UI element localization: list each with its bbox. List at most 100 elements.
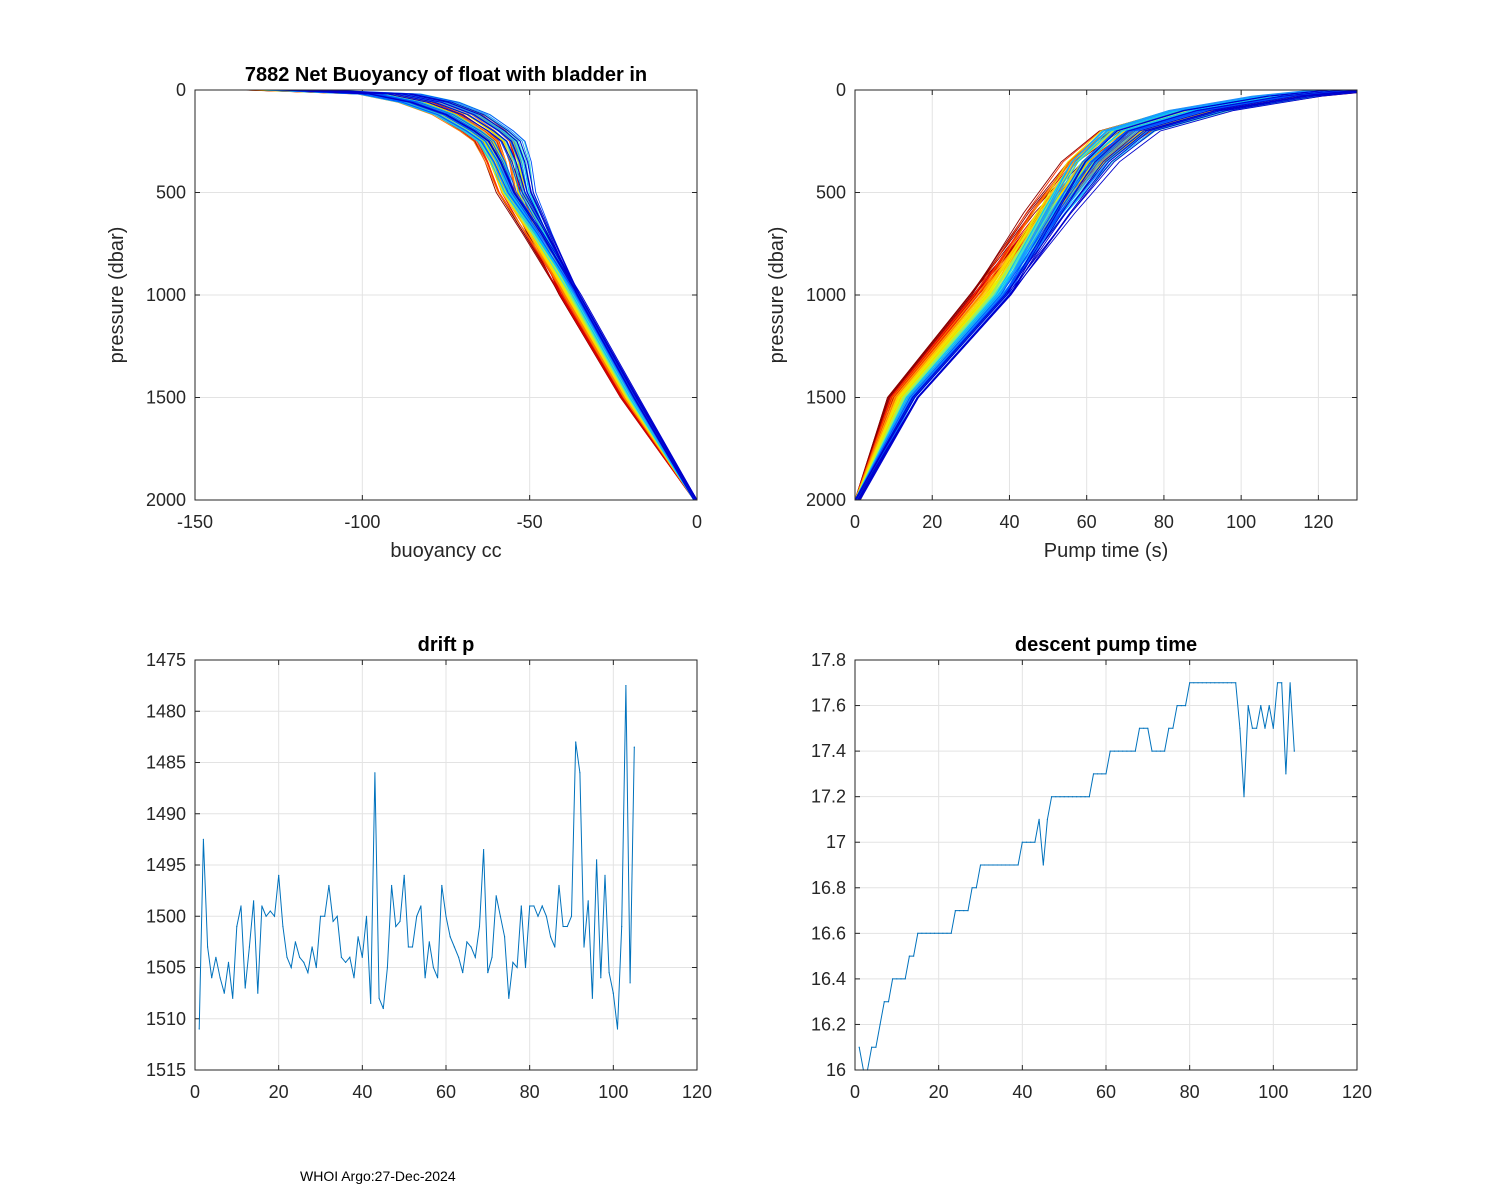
data-point (904, 978, 906, 980)
data-point (432, 966, 434, 969)
y-tick-label: 1485 (146, 753, 186, 773)
data-point (483, 849, 485, 851)
data-point (1097, 773, 1099, 775)
data-point (621, 925, 623, 928)
data-point (875, 1046, 877, 1048)
x-tick-label: 0 (692, 512, 702, 532)
data-point (933, 932, 936, 934)
data-point (424, 977, 426, 979)
y-tick-label: 1490 (146, 804, 186, 824)
data-point (975, 887, 977, 889)
data-point (294, 941, 296, 943)
data-point (1260, 705, 1262, 707)
data-point (437, 977, 439, 979)
y-tick-label: 17 (826, 832, 846, 852)
data-point (1256, 727, 1258, 729)
x-tick-label: 100 (1258, 1082, 1288, 1102)
x-tick-label: 120 (682, 1082, 712, 1102)
x-tick-label: 80 (1154, 512, 1174, 532)
data-point (391, 884, 393, 887)
data-point (1293, 750, 1295, 752)
data-point (462, 972, 464, 974)
profile-lines (245, 90, 697, 500)
data-point (1042, 864, 1044, 866)
data-point (1159, 750, 1161, 752)
data-point (887, 1001, 890, 1003)
data-point (541, 905, 543, 907)
data-point (303, 961, 305, 964)
pump-time-profile-panel: 0 20 40 60 80 100 120 0 500 1000 1500 2000 Pump time… (766, 80, 1358, 562)
y-tick-label: 16.4 (811, 969, 846, 989)
x-tick-label: -100 (344, 512, 380, 532)
data-point (1272, 727, 1274, 729)
data-point (591, 997, 594, 999)
data-point (1105, 773, 1107, 775)
data-point (307, 972, 309, 974)
data-point (1218, 682, 1220, 684)
data-point (1101, 773, 1103, 775)
data-point (1230, 682, 1233, 684)
x-tick-label: 40 (999, 512, 1019, 532)
data-point (253, 900, 255, 902)
data-point (1130, 750, 1132, 752)
y-tick-label: 17.6 (811, 696, 846, 716)
y-tick-label: 0 (176, 80, 186, 100)
data-point (407, 946, 409, 948)
data-point (554, 946, 556, 948)
data-point (378, 997, 380, 999)
data-point (1222, 682, 1224, 684)
x-tick-label: 60 (436, 1082, 456, 1102)
x-tick-label: 40 (352, 1082, 372, 1102)
data-point (365, 915, 368, 917)
data-point (938, 932, 940, 934)
data-point (445, 915, 447, 917)
data-point (1226, 682, 1228, 684)
data-point (495, 895, 497, 897)
data-point (533, 905, 535, 907)
data-point (604, 874, 606, 876)
profile-line (284, 90, 697, 500)
data-point (1235, 682, 1237, 684)
data-point (474, 956, 476, 958)
data-point (629, 982, 631, 984)
data-point (1051, 796, 1053, 798)
data-point (1017, 864, 1019, 866)
data-point (370, 1002, 372, 1005)
data-point (311, 946, 313, 948)
profile-line (855, 90, 1313, 500)
data-point (198, 1028, 200, 1030)
data-point (963, 910, 965, 912)
data-point (942, 932, 944, 934)
data-point (332, 920, 334, 923)
data-point (458, 956, 460, 958)
x-axis-label: Pump time (s) (1044, 540, 1168, 562)
data-point (361, 956, 363, 958)
y-tick-label: 500 (156, 183, 186, 203)
chart-title: descent pump time (1015, 634, 1197, 656)
data-point (257, 992, 259, 994)
data-point (1059, 796, 1061, 798)
data-point (1251, 727, 1253, 729)
data-point (988, 864, 990, 866)
data-point (1000, 864, 1003, 866)
data-point (959, 910, 961, 912)
data-point (1076, 796, 1078, 798)
data-point (1088, 796, 1090, 798)
y-tick-label: 1480 (146, 701, 186, 721)
data-point (1067, 796, 1069, 798)
data-point (575, 741, 577, 743)
data-point (1071, 796, 1074, 798)
data-point (282, 925, 284, 928)
data-point (319, 915, 322, 917)
data-point (215, 956, 217, 958)
data-point (453, 946, 455, 948)
data-point (917, 932, 919, 934)
data-point (1113, 750, 1115, 752)
data-point (921, 932, 923, 934)
data-point (1013, 864, 1015, 866)
data-point (1168, 727, 1170, 729)
y-tick-label: 1000 (806, 285, 846, 305)
data-point (1155, 750, 1157, 752)
y-tick-label: 1500 (146, 906, 186, 926)
